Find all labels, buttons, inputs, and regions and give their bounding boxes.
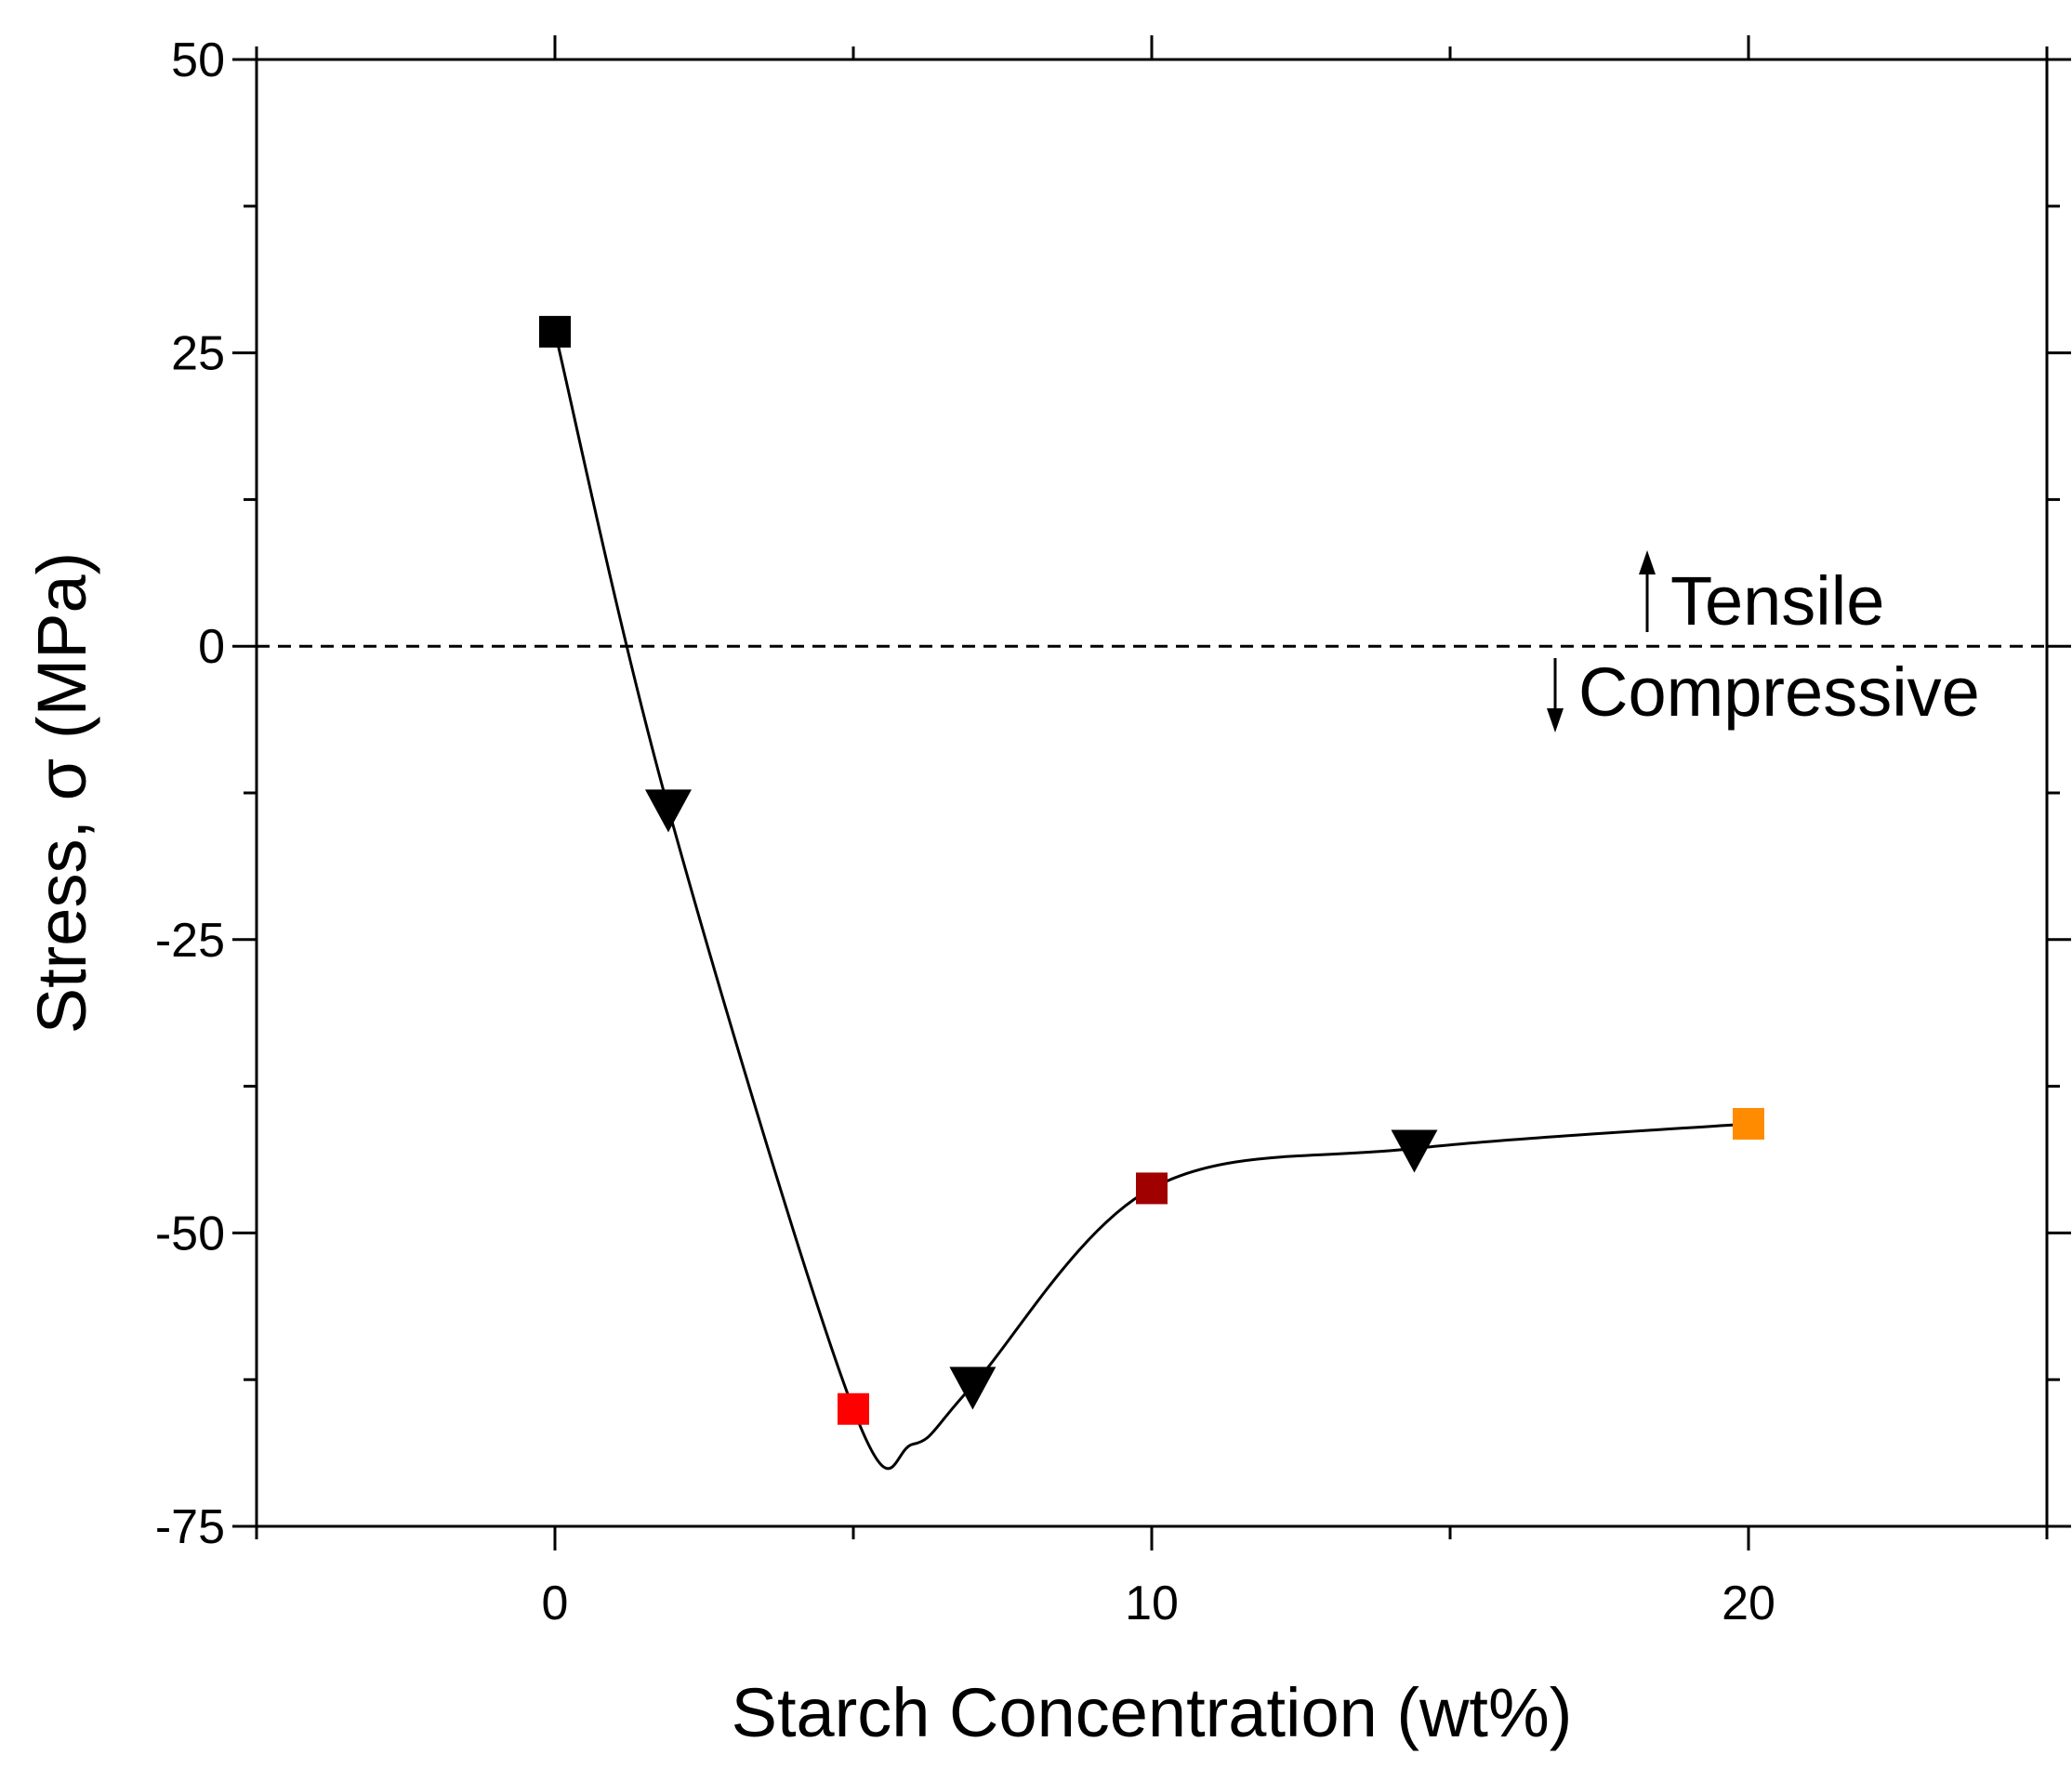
square-marker <box>539 315 571 348</box>
square-marker <box>838 1392 869 1425</box>
triangle-marker <box>1391 1129 1438 1173</box>
y-tick-label: 0 <box>198 620 225 674</box>
x-tick-label: 0 <box>542 1577 569 1630</box>
plot-frame <box>255 58 2049 1528</box>
y-tick-label: -50 <box>155 1207 225 1260</box>
square-marker <box>1733 1107 1764 1140</box>
y-tick-label: -25 <box>155 914 225 968</box>
x-tick-label: 20 <box>1722 1577 1775 1630</box>
square-marker <box>1136 1172 1168 1205</box>
compressive-arrow <box>1547 658 1564 732</box>
y-tick-label: 25 <box>171 327 225 381</box>
y-axis-title: Stress, σ (MPa) <box>23 552 100 1035</box>
y-tick-label: 50 <box>171 33 225 87</box>
triangle-marker <box>644 789 692 833</box>
tensile-arrow <box>1639 550 1656 632</box>
fit-curve <box>553 331 1749 1471</box>
compressive-label: Compressive <box>1578 653 1980 731</box>
x-tick-label: 10 <box>1125 1577 1179 1630</box>
x-axis-title: Starch Concentration (wt%) <box>732 1674 1573 1751</box>
tensile-label: Tensile <box>1670 562 1884 640</box>
y-tick-label: -75 <box>155 1500 225 1554</box>
triangle-marker <box>949 1366 996 1410</box>
